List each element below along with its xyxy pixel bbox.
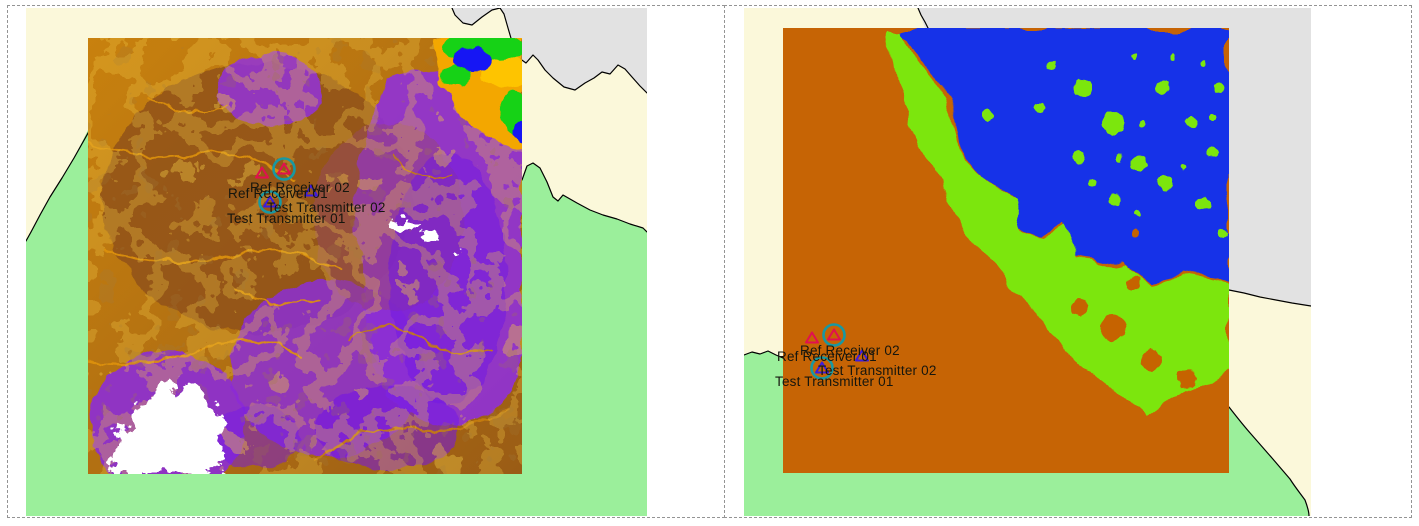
clutter-map-view[interactable]: Ref Receiver 01 Ref Receiver 02 Test Tra… [744, 8, 1311, 516]
coastline-north-west [917, 8, 929, 29]
clutter-map-markers: Ref Receiver 01 Ref Receiver 02 Test Tra… [775, 323, 937, 389]
map-frame-right-border [724, 5, 1412, 518]
terrain-map-markers: Ref Receiver 01 Ref Receiver 02 Test Tra… [227, 157, 386, 226]
label-ref-receiver-02: Ref Receiver 02 [800, 343, 900, 358]
marker-test-transmitter-01[interactable] [815, 361, 829, 374]
neighbor-land-area [452, 8, 647, 93]
marker-ref-receiver-01[interactable] [277, 162, 291, 175]
highlight-ring-ref-receiver-01[interactable] [822, 323, 846, 347]
marker-test-transmitter-01[interactable] [263, 195, 277, 208]
coastline-south-east [1228, 406, 1310, 516]
terrain-map-view[interactable]: Ref Receiver 01 Ref Receiver 02 Test Tra… [26, 8, 647, 516]
dem-highland-corner [433, 38, 522, 150]
marker-ref-receiver-02[interactable] [255, 166, 269, 179]
landcover-vegetation [886, 28, 1229, 418]
coastline-north [451, 8, 647, 94]
coastline-west [744, 350, 784, 359]
marker-test-transmitter-02[interactable] [855, 349, 869, 362]
vegetation-patches [982, 53, 1228, 238]
highlight-ring-test-transmitter-01[interactable] [258, 190, 282, 214]
label-test-transmitter-02: Test Transmitter 02 [267, 200, 386, 215]
label-test-transmitter-02: Test Transmitter 02 [818, 363, 937, 378]
marker-test-transmitter-02[interactable] [304, 184, 318, 197]
coastline-east [521, 162, 647, 233]
label-ref-receiver-01: Ref Receiver 01 [777, 349, 877, 364]
highlight-ring-ref-receiver-01[interactable] [272, 157, 296, 181]
label-test-transmitter-01: Test Transmitter 01 [227, 211, 346, 226]
label-test-transmitter-01: Test Transmitter 01 [775, 374, 894, 389]
label-ref-receiver-02: Ref Receiver 02 [250, 180, 350, 195]
landcover-raster-layer [783, 28, 1229, 473]
highlight-ring-test-transmitter-01[interactable] [810, 356, 834, 380]
dem-snow-peaks [110, 223, 461, 474]
coastline-west [26, 125, 93, 242]
marker-ref-receiver-02[interactable] [805, 331, 819, 344]
open-land-patches [1071, 229, 1196, 387]
neighbor-land-area [918, 8, 1311, 306]
map-frame-left-border [7, 5, 725, 518]
elevation-raster-layer [88, 38, 522, 474]
landcover-water [901, 28, 1229, 284]
coastline-north-east [1228, 289, 1311, 307]
label-ref-receiver-01: Ref Receiver 01 [228, 186, 328, 201]
marker-ref-receiver-01[interactable] [827, 328, 841, 341]
